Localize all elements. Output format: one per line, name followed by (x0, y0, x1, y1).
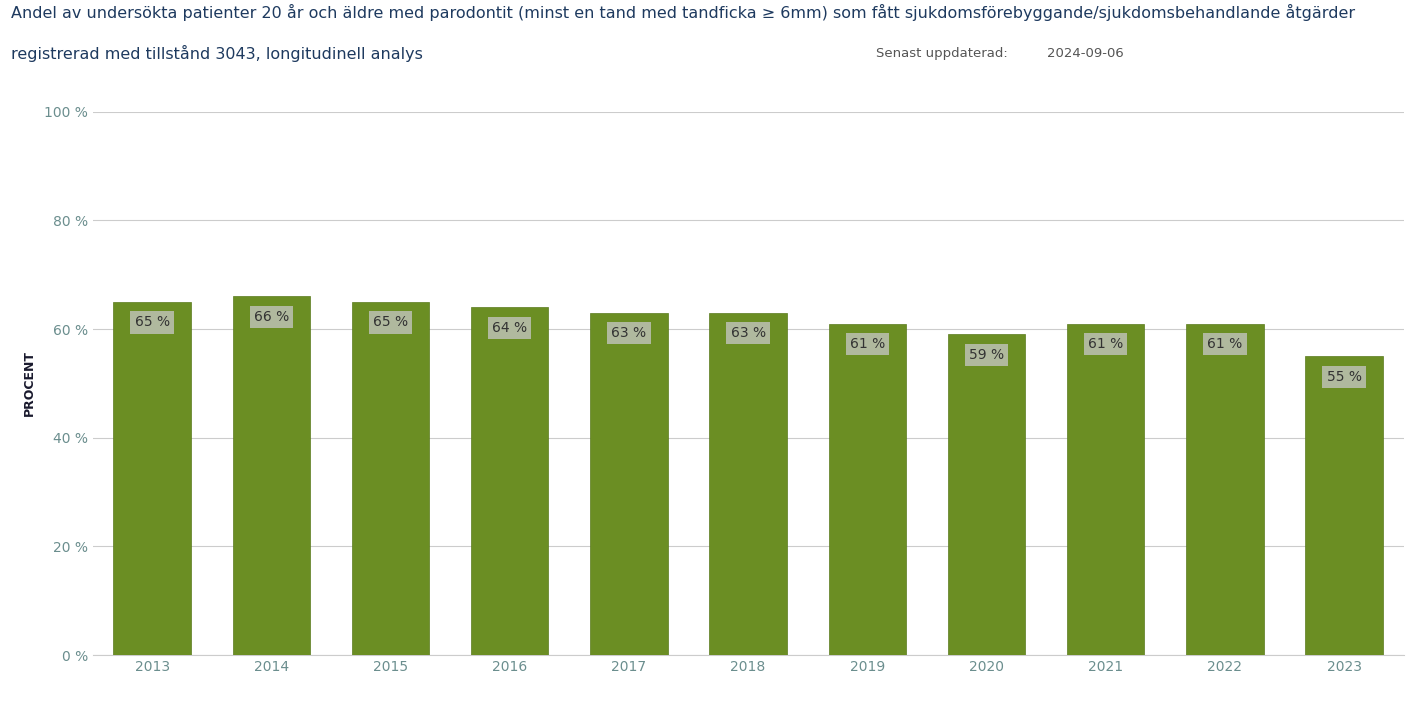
Text: Senast uppdaterad:: Senast uppdaterad: (876, 47, 1007, 60)
Text: 65 %: 65 % (373, 315, 408, 330)
Bar (828, 323, 906, 655)
Bar (352, 302, 429, 655)
Bar (232, 297, 311, 655)
Bar (1186, 323, 1264, 655)
Text: 63 %: 63 % (731, 326, 765, 341)
Text: 66 %: 66 % (254, 310, 289, 324)
Bar (114, 302, 191, 655)
Bar (472, 307, 549, 655)
Text: 61 %: 61 % (849, 337, 885, 351)
Text: 61 %: 61 % (1207, 337, 1243, 351)
Bar (1305, 356, 1382, 655)
Y-axis label: PROCENT: PROCENT (23, 351, 36, 416)
Text: Andel av undersökta patienter 20 år och äldre med parodontit (minst en tand med : Andel av undersökta patienter 20 år och … (11, 4, 1355, 21)
Text: 65 %: 65 % (134, 315, 170, 330)
Bar (948, 335, 1025, 655)
Text: 55 %: 55 % (1327, 370, 1361, 384)
Text: 64 %: 64 % (492, 321, 527, 335)
Bar (710, 312, 787, 655)
Text: 61 %: 61 % (1089, 337, 1123, 351)
Bar (1067, 323, 1144, 655)
Text: 59 %: 59 % (969, 348, 1005, 362)
Text: 63 %: 63 % (611, 326, 647, 341)
Bar (590, 312, 668, 655)
Text: registrerad med tillstånd 3043, longitudinell analys: registrerad med tillstånd 3043, longitud… (11, 45, 423, 62)
Text: 2024-09-06: 2024-09-06 (1047, 47, 1124, 60)
